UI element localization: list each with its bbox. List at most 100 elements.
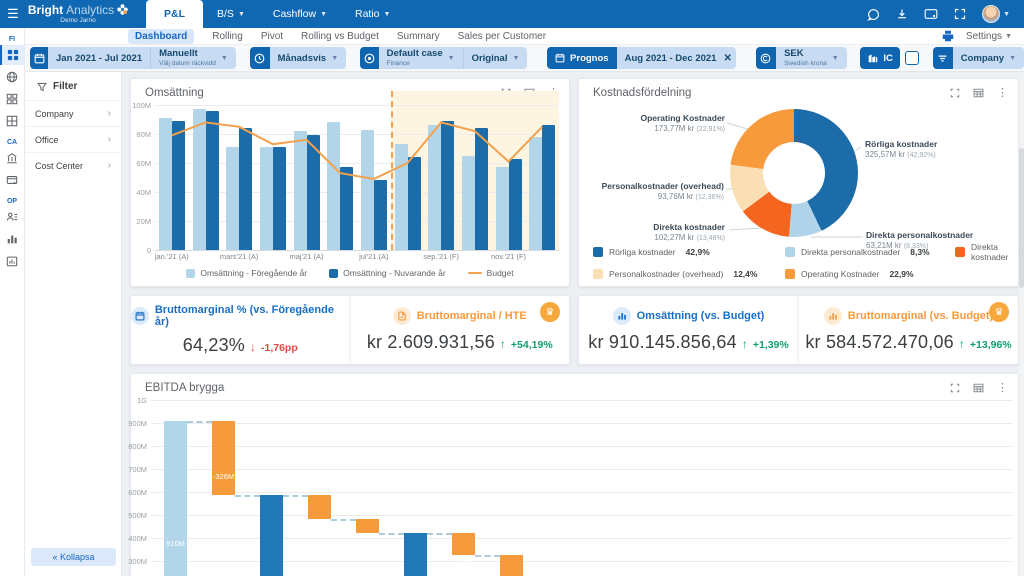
bar-chart-icon[interactable]: [0, 229, 25, 249]
fullscreen-icon[interactable]: [954, 8, 966, 20]
legend-previous-year[interactable]: Omsättning - Föregående år: [186, 268, 307, 278]
dashboard-icon[interactable]: [0, 45, 25, 65]
kebab-menu-icon[interactable]: ⋮: [997, 382, 1008, 394]
kpi-bruttomarginal-pct[interactable]: Bruttomarginal % (vs. Föregående år) 64,…: [130, 295, 350, 365]
bar-current-year[interactable]: [508, 158, 522, 250]
scrollbar-thumb[interactable]: [1019, 148, 1024, 288]
kpi-bruttomarginal-hte[interactable]: ♛ Bruttomarginal / HTE kr 2.609.931,56 ↑…: [349, 295, 570, 365]
chat-icon[interactable]: [867, 8, 880, 21]
waterfall-bar[interactable]: 910M: [164, 420, 187, 576]
bar-current-year[interactable]: [306, 135, 320, 250]
ic-checkbox[interactable]: [905, 51, 919, 65]
bar-previous-year[interactable]: [327, 122, 341, 250]
kpi-omsattning-budget[interactable]: Omsättning (vs. Budget) kr 910.145.856,6…: [578, 295, 798, 365]
bar-current-year[interactable]: [239, 128, 253, 250]
people-icon[interactable]: [0, 207, 25, 227]
bar-previous-year[interactable]: [529, 136, 543, 250]
filter-item-company[interactable]: Company ›: [25, 100, 121, 126]
legend-direkta-personal[interactable]: Direkta personalkostnader 8,3%: [785, 242, 955, 262]
expand-icon[interactable]: [950, 88, 960, 98]
bar-current-year[interactable]: [407, 157, 421, 250]
chevron-down-icon: ▼: [320, 10, 327, 18]
currency-chip[interactable]: SEK Swedish krona ▼: [755, 47, 847, 69]
subnav-summary[interactable]: Summary: [396, 30, 440, 42]
print-icon[interactable]: [942, 30, 954, 42]
user-menu[interactable]: ▼: [982, 5, 1010, 23]
bar-previous-year[interactable]: [226, 147, 240, 250]
bar-current-year[interactable]: [205, 110, 219, 250]
close-icon[interactable]: ✕: [723, 52, 732, 64]
legend-operating[interactable]: Operating Kostnader 22,9%: [785, 269, 955, 279]
bar-previous-year[interactable]: [360, 129, 374, 250]
waterfall-bar[interactable]: -94M: [452, 533, 475, 567]
tab-pnl[interactable]: P&L: [146, 0, 203, 28]
subnav-dashboard[interactable]: Dashboard: [128, 28, 195, 44]
donut-chart[interactable]: [730, 109, 858, 237]
bar-previous-year[interactable]: [394, 144, 408, 250]
scope-chip[interactable]: Company ▼: [932, 47, 1024, 69]
waterfall-bar[interactable]: 585M: [260, 495, 283, 576]
settings-menu[interactable]: Settings ▼: [965, 30, 1012, 42]
download-icon[interactable]: [896, 8, 908, 20]
scrollbar-track[interactable]: [1019, 72, 1024, 576]
waterfall-bar[interactable]: -326M: [212, 420, 235, 496]
waterfall-bar[interactable]: -90M: [500, 555, 523, 576]
waterfall-bar[interactable]: -102M: [308, 495, 331, 530]
filter-item-office[interactable]: Office ›: [25, 126, 121, 152]
table-grid-icon[interactable]: [0, 111, 25, 131]
subnav-rolling[interactable]: Rolling: [212, 30, 243, 42]
kebab-menu-icon[interactable]: ⋮: [997, 87, 1008, 99]
tab-bs[interactable]: B/S ▼: [217, 8, 245, 20]
case-chip[interactable]: Default case Finance ▼ Original ▼: [359, 47, 528, 69]
bar-previous-year[interactable]: [461, 155, 475, 250]
filter-item-cost-center[interactable]: Cost Center ›: [25, 152, 121, 178]
bar-current-year[interactable]: [542, 125, 556, 250]
case-dropdown[interactable]: Default case Finance ▼: [378, 47, 463, 69]
waterfall-bar[interactable]: -63M: [356, 518, 379, 549]
presentation-icon[interactable]: [924, 8, 938, 20]
prognos-chip[interactable]: Prognos Aug 2021 - Dec 2021 ✕: [547, 47, 737, 69]
subnav-pivot[interactable]: Pivot: [260, 30, 284, 42]
legend-rorliga[interactable]: Rörliga kostnader 42,9%: [593, 242, 785, 262]
date-mode-dropdown[interactable]: Manuellt Välj datum räckvidd ▼: [150, 47, 236, 69]
bar-current-year[interactable]: [171, 120, 185, 250]
bar-current-year[interactable]: [441, 120, 455, 250]
bar-previous-year[interactable]: [158, 118, 172, 250]
bar-previous-year[interactable]: [428, 125, 442, 250]
granularity-chip[interactable]: Månadsvis ▼: [249, 47, 347, 69]
card-settings-icon[interactable]: [0, 170, 25, 190]
version-dropdown[interactable]: Original ▼: [462, 47, 528, 69]
tab-cashflow[interactable]: Cashflow ▼: [272, 8, 327, 20]
subnav-sales-per-customer[interactable]: Sales per Customer: [457, 30, 547, 42]
bar-previous-year[interactable]: [293, 131, 307, 250]
legend-current-year[interactable]: Omsättning - Nuvarande år: [329, 268, 446, 278]
table-view-icon[interactable]: [973, 88, 984, 98]
hamburger-menu-icon[interactable]: ☰: [7, 6, 19, 21]
legend-personalkostnader[interactable]: Personalkostnader (overhead) 12,4%: [593, 269, 785, 279]
legend-budget[interactable]: Budget: [467, 268, 514, 278]
brand-logo[interactable]: Bright Analytics Demo Jarno: [28, 4, 128, 25]
subnav-rolling-vs-budget[interactable]: Rolling vs Budget: [301, 30, 379, 42]
waterfall-bar[interactable]: [404, 533, 427, 576]
bar-previous-year[interactable]: [259, 147, 273, 250]
ic-toggle[interactable]: IC: [860, 47, 901, 69]
bar-previous-year[interactable]: [192, 109, 206, 250]
expand-icon[interactable]: [950, 383, 960, 393]
legend-direkta-kostnader[interactable]: Direkta kostnader13,5%: [955, 242, 1024, 262]
report-grid-icon[interactable]: [0, 89, 25, 109]
prognos-button[interactable]: Prognos: [547, 47, 617, 69]
calendar-chart-icon[interactable]: [0, 251, 25, 271]
date-range-chip[interactable]: Jan 2021 - Jul 2021 Manuellt Välj datum r…: [30, 47, 236, 69]
bar-current-year[interactable]: [373, 180, 387, 250]
table-view-icon[interactable]: [973, 383, 984, 393]
bar-current-year[interactable]: [474, 128, 488, 250]
bar-previous-year[interactable]: [495, 167, 509, 250]
kpi-bruttomarginal-budget[interactable]: ♛ Bruttomarginal (vs. Budget) kr 584.572…: [798, 295, 1019, 365]
bank-icon[interactable]: [0, 148, 25, 168]
bar-current-year[interactable]: [340, 167, 354, 250]
expand-icon[interactable]: [501, 88, 511, 98]
globe-icon[interactable]: [0, 67, 25, 87]
collapse-sidebar-button[interactable]: « Kollapsa: [31, 548, 116, 566]
tab-ratio[interactable]: Ratio ▼: [355, 8, 391, 20]
bar-current-year[interactable]: [272, 147, 286, 250]
